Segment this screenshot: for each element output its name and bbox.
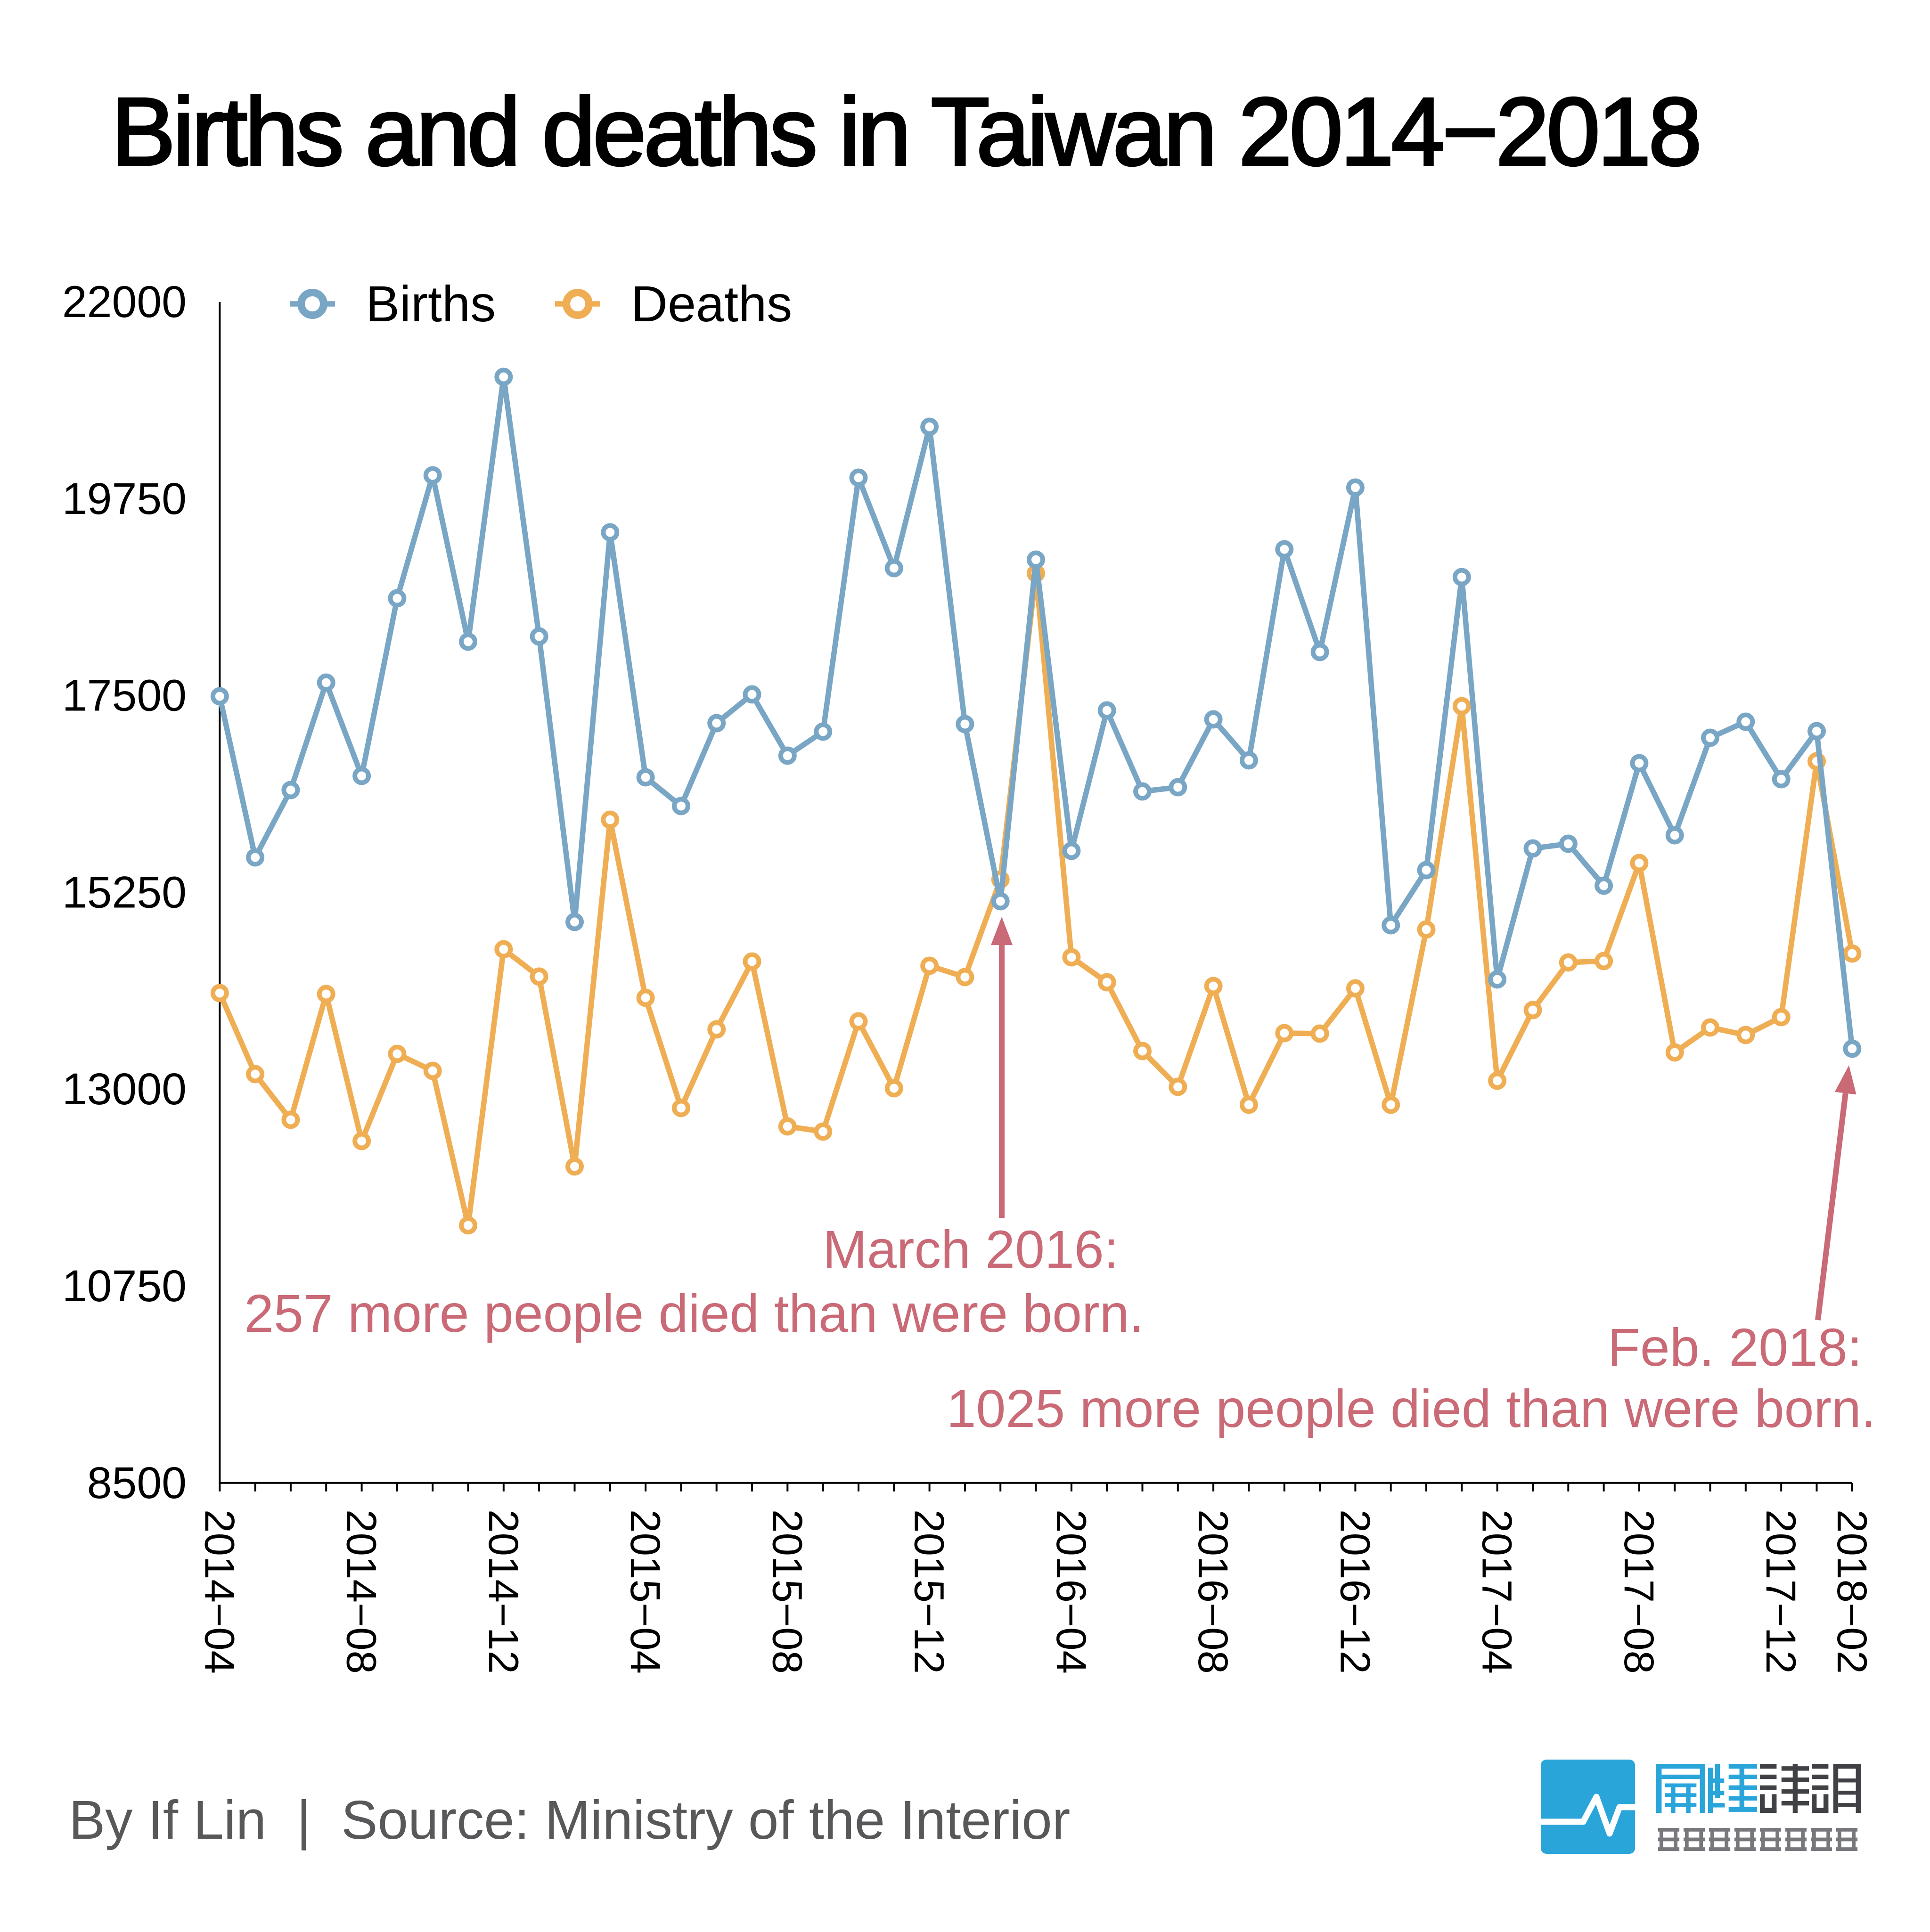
svg-text:2016−04: 2016−04 bbox=[1048, 1509, 1095, 1674]
svg-text:2016−08: 2016−08 bbox=[1190, 1509, 1237, 1674]
svg-text:2015−08: 2015−08 bbox=[764, 1509, 811, 1674]
svg-text:2018−02: 2018−02 bbox=[1829, 1509, 1876, 1674]
svg-text:Births and deaths in Taiwan 20: Births and deaths in Taiwan 2014−2018 bbox=[111, 78, 1699, 186]
svg-text:2015−04: 2015−04 bbox=[622, 1509, 669, 1674]
svg-text:10750: 10750 bbox=[62, 1261, 187, 1311]
svg-text:Feb. 2018:: Feb. 2018: bbox=[1608, 1318, 1862, 1377]
svg-text:2015−12: 2015−12 bbox=[906, 1509, 953, 1674]
svg-text:19750: 19750 bbox=[62, 474, 187, 524]
svg-text:2017−08: 2017−08 bbox=[1616, 1509, 1663, 1674]
svg-text:257 more people died than were: 257 more people died than were born. bbox=[244, 1284, 1144, 1343]
svg-text:2017−12: 2017−12 bbox=[1758, 1509, 1805, 1674]
svg-text:Births: Births bbox=[366, 275, 496, 332]
svg-text:22000: 22000 bbox=[62, 277, 187, 327]
svg-text:17500: 17500 bbox=[62, 671, 187, 721]
svg-text:2016−12: 2016−12 bbox=[1332, 1509, 1379, 1674]
svg-text:13000: 13000 bbox=[62, 1064, 187, 1114]
svg-text:By If Lin | Source: Ministry: By If Lin | Source: Ministry of the Inte… bbox=[69, 1789, 1070, 1850]
svg-text:8500: 8500 bbox=[87, 1458, 187, 1508]
svg-text:2014−12: 2014−12 bbox=[480, 1509, 527, 1674]
svg-text:2014−08: 2014−08 bbox=[338, 1509, 385, 1674]
svg-text:2017−04: 2017−04 bbox=[1474, 1509, 1521, 1674]
svg-text:2014−04: 2014−04 bbox=[196, 1509, 243, 1674]
svg-text:15250: 15250 bbox=[62, 867, 187, 917]
svg-text:March 2016:: March 2016: bbox=[823, 1220, 1119, 1279]
svg-text:Deaths: Deaths bbox=[631, 275, 792, 332]
svg-text:1025 more people died than wer: 1025 more people died than were born. bbox=[947, 1379, 1876, 1438]
